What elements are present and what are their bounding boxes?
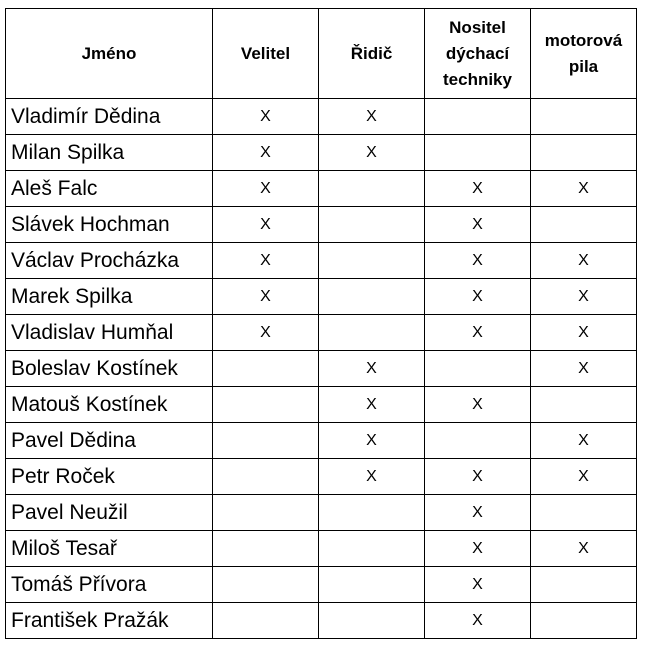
cell-driver[interactable]: [318, 278, 425, 315]
cell-chainsaw[interactable]: X: [530, 314, 637, 351]
table-row: Aleš Falc X X X: [5, 170, 637, 207]
header-name[interactable]: Jméno: [5, 8, 213, 99]
cell-chainsaw[interactable]: [530, 386, 637, 423]
cell-driver[interactable]: [318, 602, 425, 639]
cell-driver[interactable]: [318, 566, 425, 603]
cell-breathing-apparatus[interactable]: X: [424, 494, 531, 531]
crew-table: Jméno Velitel Řidič Nositel dýchací tech…: [5, 8, 637, 639]
cell-commander[interactable]: [212, 494, 319, 531]
cell-chainsaw[interactable]: X: [530, 458, 637, 495]
cell-name[interactable]: Václav Procházka: [5, 242, 213, 279]
cell-breathing-apparatus[interactable]: [424, 98, 531, 135]
header-row: Jméno Velitel Řidič Nositel dýchací tech…: [5, 8, 637, 99]
cell-name[interactable]: Pavel Neužil: [5, 494, 213, 531]
cell-driver[interactable]: [318, 494, 425, 531]
table-row: Marek Spilka X X X: [5, 278, 637, 315]
cell-chainsaw[interactable]: [530, 206, 637, 243]
table-row: Václav Procházka X X X: [5, 242, 637, 279]
cell-commander[interactable]: [212, 350, 319, 387]
cell-breathing-apparatus[interactable]: X: [424, 242, 531, 279]
cell-name[interactable]: Tomáš Přívora: [5, 566, 213, 603]
cell-driver[interactable]: [318, 170, 425, 207]
header-chainsaw[interactable]: motorová pila: [530, 8, 637, 99]
cell-breathing-apparatus[interactable]: [424, 350, 531, 387]
table-row: Tomáš Přívora X: [5, 566, 637, 603]
cell-breathing-apparatus[interactable]: X: [424, 314, 531, 351]
cell-commander[interactable]: [212, 458, 319, 495]
cell-driver[interactable]: [318, 314, 425, 351]
table-row: Petr Roček X X X: [5, 458, 637, 495]
cell-driver[interactable]: X: [318, 458, 425, 495]
header-breathing-apparatus[interactable]: Nositel dýchací techniky: [424, 8, 531, 99]
cell-commander[interactable]: X: [212, 278, 319, 315]
header-commander[interactable]: Velitel: [212, 8, 319, 99]
table-row: Vladimír Dědina X X: [5, 98, 637, 135]
cell-chainsaw[interactable]: [530, 98, 637, 135]
table-row: Miloš Tesař X X: [5, 530, 637, 567]
cell-driver[interactable]: X: [318, 422, 425, 459]
cell-driver[interactable]: [318, 530, 425, 567]
cell-name[interactable]: Petr Roček: [5, 458, 213, 495]
cell-breathing-apparatus[interactable]: X: [424, 602, 531, 639]
cell-driver[interactable]: X: [318, 98, 425, 135]
cell-chainsaw[interactable]: X: [530, 242, 637, 279]
cell-chainsaw[interactable]: [530, 602, 637, 639]
cell-commander[interactable]: [212, 602, 319, 639]
cell-breathing-apparatus[interactable]: X: [424, 386, 531, 423]
cell-breathing-apparatus[interactable]: X: [424, 458, 531, 495]
table-row: František Pražák X: [5, 602, 637, 639]
cell-name[interactable]: Milan Spilka: [5, 134, 213, 171]
table-row: Pavel Dědina X X: [5, 422, 637, 459]
cell-commander[interactable]: X: [212, 314, 319, 351]
cell-breathing-apparatus[interactable]: X: [424, 530, 531, 567]
header-chainsaw-label: motorová pila: [544, 30, 623, 76]
table-row: Boleslav Kostínek X X: [5, 350, 637, 387]
cell-breathing-apparatus[interactable]: X: [424, 566, 531, 603]
cell-chainsaw[interactable]: X: [530, 422, 637, 459]
table-row: Matouš Kostínek X X: [5, 386, 637, 423]
cell-commander[interactable]: X: [212, 242, 319, 279]
cell-chainsaw[interactable]: X: [530, 170, 637, 207]
cell-breathing-apparatus[interactable]: X: [424, 170, 531, 207]
cell-commander[interactable]: X: [212, 206, 319, 243]
cell-commander[interactable]: [212, 386, 319, 423]
cell-name[interactable]: Aleš Falc: [5, 170, 213, 207]
cell-chainsaw[interactable]: [530, 566, 637, 603]
cell-commander[interactable]: [212, 422, 319, 459]
cell-driver[interactable]: [318, 206, 425, 243]
cell-name[interactable]: Pavel Dědina: [5, 422, 213, 459]
cell-commander[interactable]: [212, 530, 319, 567]
cell-commander[interactable]: [212, 566, 319, 603]
cell-breathing-apparatus[interactable]: X: [424, 278, 531, 315]
cell-commander[interactable]: X: [212, 134, 319, 171]
table-row: Pavel Neužil X: [5, 494, 637, 531]
cell-chainsaw[interactable]: X: [530, 530, 637, 567]
cell-breathing-apparatus[interactable]: [424, 134, 531, 171]
cell-name[interactable]: Vladislav Humňal: [5, 314, 213, 351]
cell-driver[interactable]: X: [318, 350, 425, 387]
cell-driver[interactable]: X: [318, 134, 425, 171]
cell-chainsaw[interactable]: [530, 134, 637, 171]
cell-commander[interactable]: X: [212, 170, 319, 207]
cell-commander[interactable]: X: [212, 98, 319, 135]
table-row: Milan Spilka X X: [5, 134, 637, 171]
cell-name[interactable]: Boleslav Kostínek: [5, 350, 213, 387]
cell-chainsaw[interactable]: X: [530, 350, 637, 387]
cell-breathing-apparatus[interactable]: [424, 422, 531, 459]
cell-name[interactable]: Slávek Hochman: [5, 206, 213, 243]
cell-name[interactable]: Matouš Kostínek: [5, 386, 213, 423]
cell-driver[interactable]: [318, 242, 425, 279]
cell-name[interactable]: Marek Spilka: [5, 278, 213, 315]
header-breathing-apparatus-label: Nositel dýchací techniky: [443, 17, 512, 89]
header-driver[interactable]: Řidič: [318, 8, 425, 99]
table-row: Slávek Hochman X X: [5, 206, 637, 243]
cell-name[interactable]: František Pražák: [5, 602, 213, 639]
cell-breathing-apparatus[interactable]: X: [424, 206, 531, 243]
table-row: Vladislav Humňal X X X: [5, 314, 637, 351]
cell-name[interactable]: Vladimír Dědina: [5, 98, 213, 135]
cell-name[interactable]: Miloš Tesař: [5, 530, 213, 567]
cell-chainsaw[interactable]: [530, 494, 637, 531]
cell-driver[interactable]: X: [318, 386, 425, 423]
cell-chainsaw[interactable]: X: [530, 278, 637, 315]
